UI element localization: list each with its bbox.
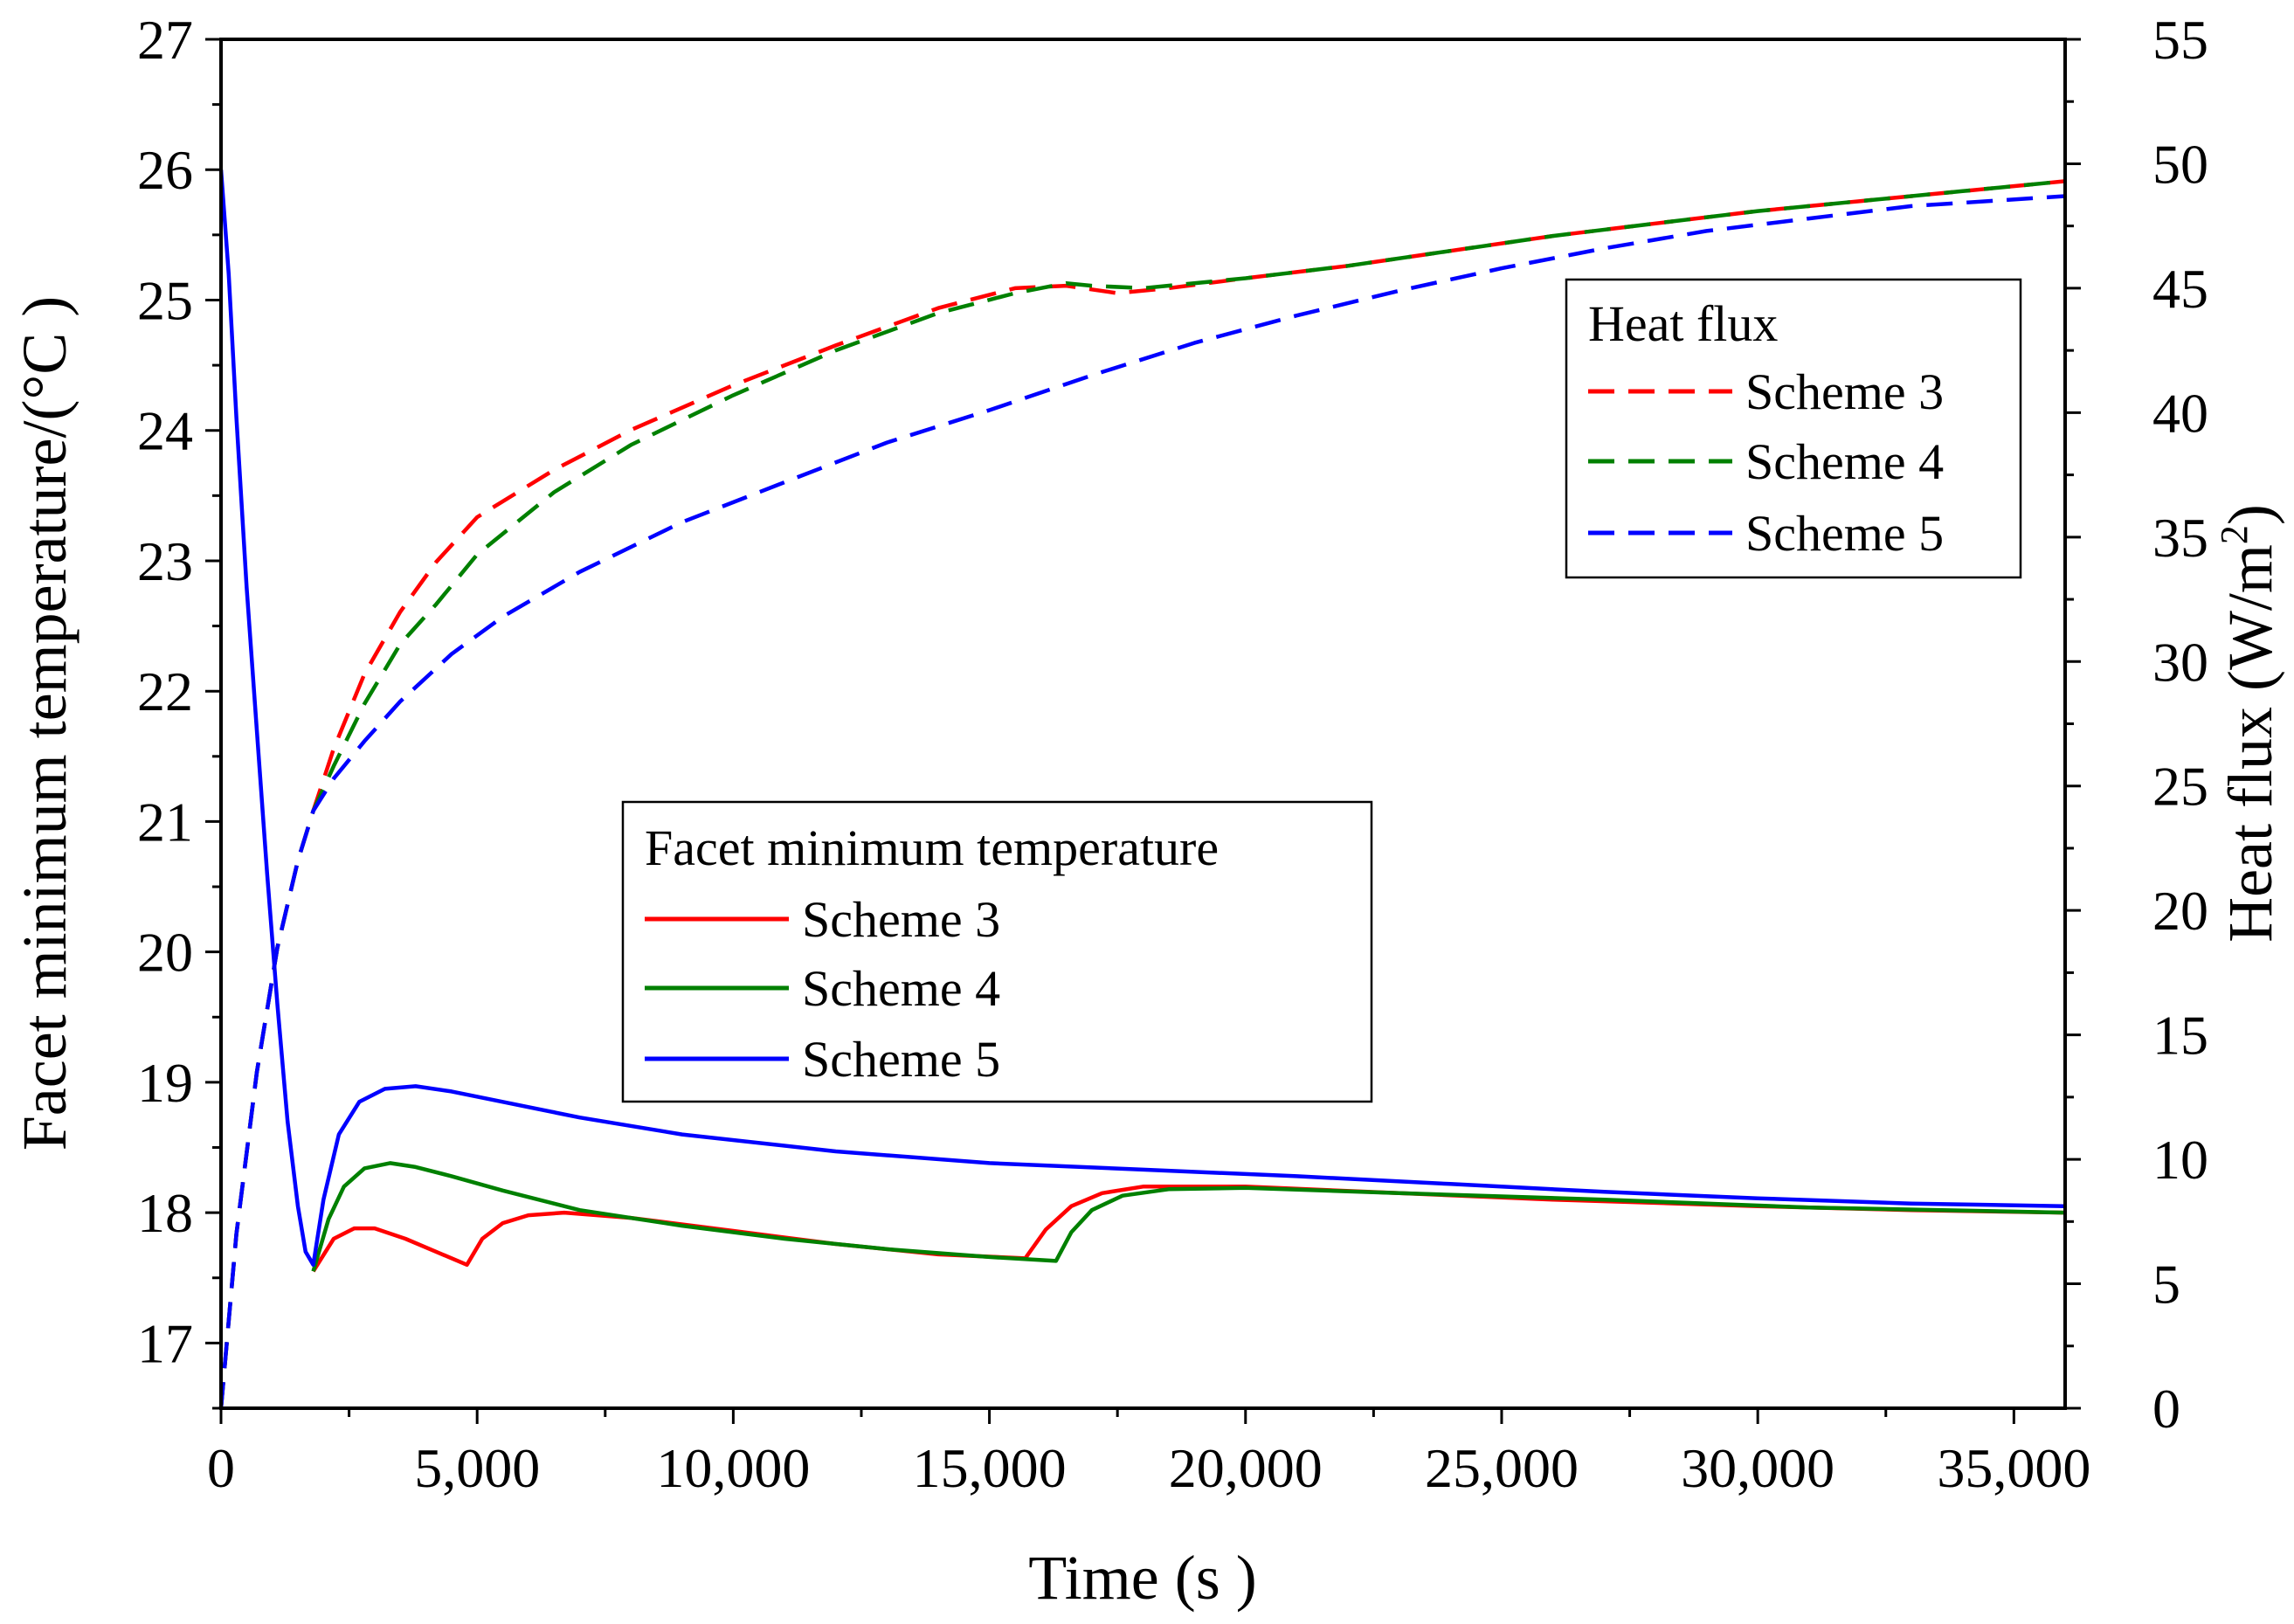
x-tick-label: 25,000 [1425, 1437, 1579, 1499]
legend-temperature-label-scheme3: Scheme 3 [802, 891, 1000, 948]
legend-temperature-label-scheme5: Scheme 5 [802, 1031, 1000, 1088]
legend-temperature-title: Facet minimum temperature [645, 819, 1219, 876]
y-right-tick-label: 0 [2152, 1378, 2180, 1440]
y-left-tick-label: 22 [137, 660, 193, 722]
y-right-tick-label: 30 [2152, 631, 2208, 693]
y-right-tick-label: 10 [2152, 1129, 2208, 1191]
y-right-axis-title-main: Heat flux (W/m [2215, 544, 2285, 943]
y-left-tick-label: 25 [137, 269, 193, 331]
y-right-tick-label: 15 [2152, 1005, 2208, 1067]
y-right-tick-label: 40 [2152, 382, 2208, 444]
y-left-tick-label: 24 [137, 400, 193, 462]
legend-heatflux: Heat flux Scheme 3 Scheme 4 Scheme 5 [1565, 278, 2022, 579]
y-right-tick-label: 55 [2152, 9, 2208, 71]
y-right-tick-label: 5 [2152, 1254, 2180, 1316]
legend-heatflux-title: Heat flux [1588, 295, 1778, 352]
x-axis-title: Time (s ) [1028, 1543, 1256, 1613]
ticks-layer: 0 5,000 10,000 15,000 20,000 25,000 30,000 35,0… [137, 9, 2208, 1499]
series-layer [218, 169, 2066, 1409]
x-tick-label: 30,000 [1681, 1437, 1835, 1499]
y-left-tick-label: 19 [137, 1052, 193, 1114]
heatflux-line-scheme5 [218, 194, 2066, 1409]
y-left-tick-label: 20 [137, 922, 193, 984]
y-right-tick-label: 25 [2152, 756, 2208, 818]
temperature-line-scheme4 [311, 1161, 2066, 1272]
y-left-tick-label: 18 [137, 1182, 193, 1244]
x-tick-label: 20,000 [1169, 1437, 1323, 1499]
legend-heatflux-label-scheme4: Scheme 4 [1745, 433, 1944, 490]
x-tick-label: 10,000 [656, 1437, 810, 1499]
y-right-axis-title: Heat flux (W/m2) [2213, 504, 2285, 943]
legend-temperature-box [621, 800, 1373, 1103]
y-left-axis-title: Facet minimum temperature/(°C ) [10, 296, 79, 1151]
legend-heatflux-box [1565, 278, 2022, 579]
y-right-tick-label: 35 [2152, 507, 2208, 569]
legend-heatflux-label-scheme5: Scheme 5 [1745, 505, 1944, 562]
y-right-tick-label: 45 [2152, 258, 2208, 320]
y-right-tick-label: 20 [2152, 880, 2208, 942]
legend-temperature-label-scheme4: Scheme 4 [802, 960, 1000, 1017]
x-tick-label: 5,000 [414, 1437, 540, 1499]
x-tick-label: 15,000 [913, 1437, 1067, 1499]
y-right-axis-title-suffix: ) [2215, 504, 2285, 525]
plot-frame [219, 38, 2067, 1410]
y-left-tick-label: 17 [137, 1312, 193, 1374]
y-right-axis-title-sup: 2 [2213, 525, 2256, 544]
x-tick-label: 35,000 [1937, 1437, 2090, 1499]
legend-heatflux-label-scheme3: Scheme 3 [1745, 363, 1944, 420]
legend-temperature: Facet minimum temperature Scheme 3 Schem… [621, 800, 1373, 1103]
y-right-tick-label: 50 [2152, 133, 2208, 195]
y-left-tick-label: 26 [137, 139, 193, 201]
y-left-tick-label: 21 [137, 791, 193, 853]
temperature-line-scheme5 [218, 169, 2066, 1268]
x-tick-label: 0 [207, 1437, 235, 1499]
y-left-tick-label: 27 [137, 9, 193, 71]
y-left-tick-label: 23 [137, 530, 193, 592]
